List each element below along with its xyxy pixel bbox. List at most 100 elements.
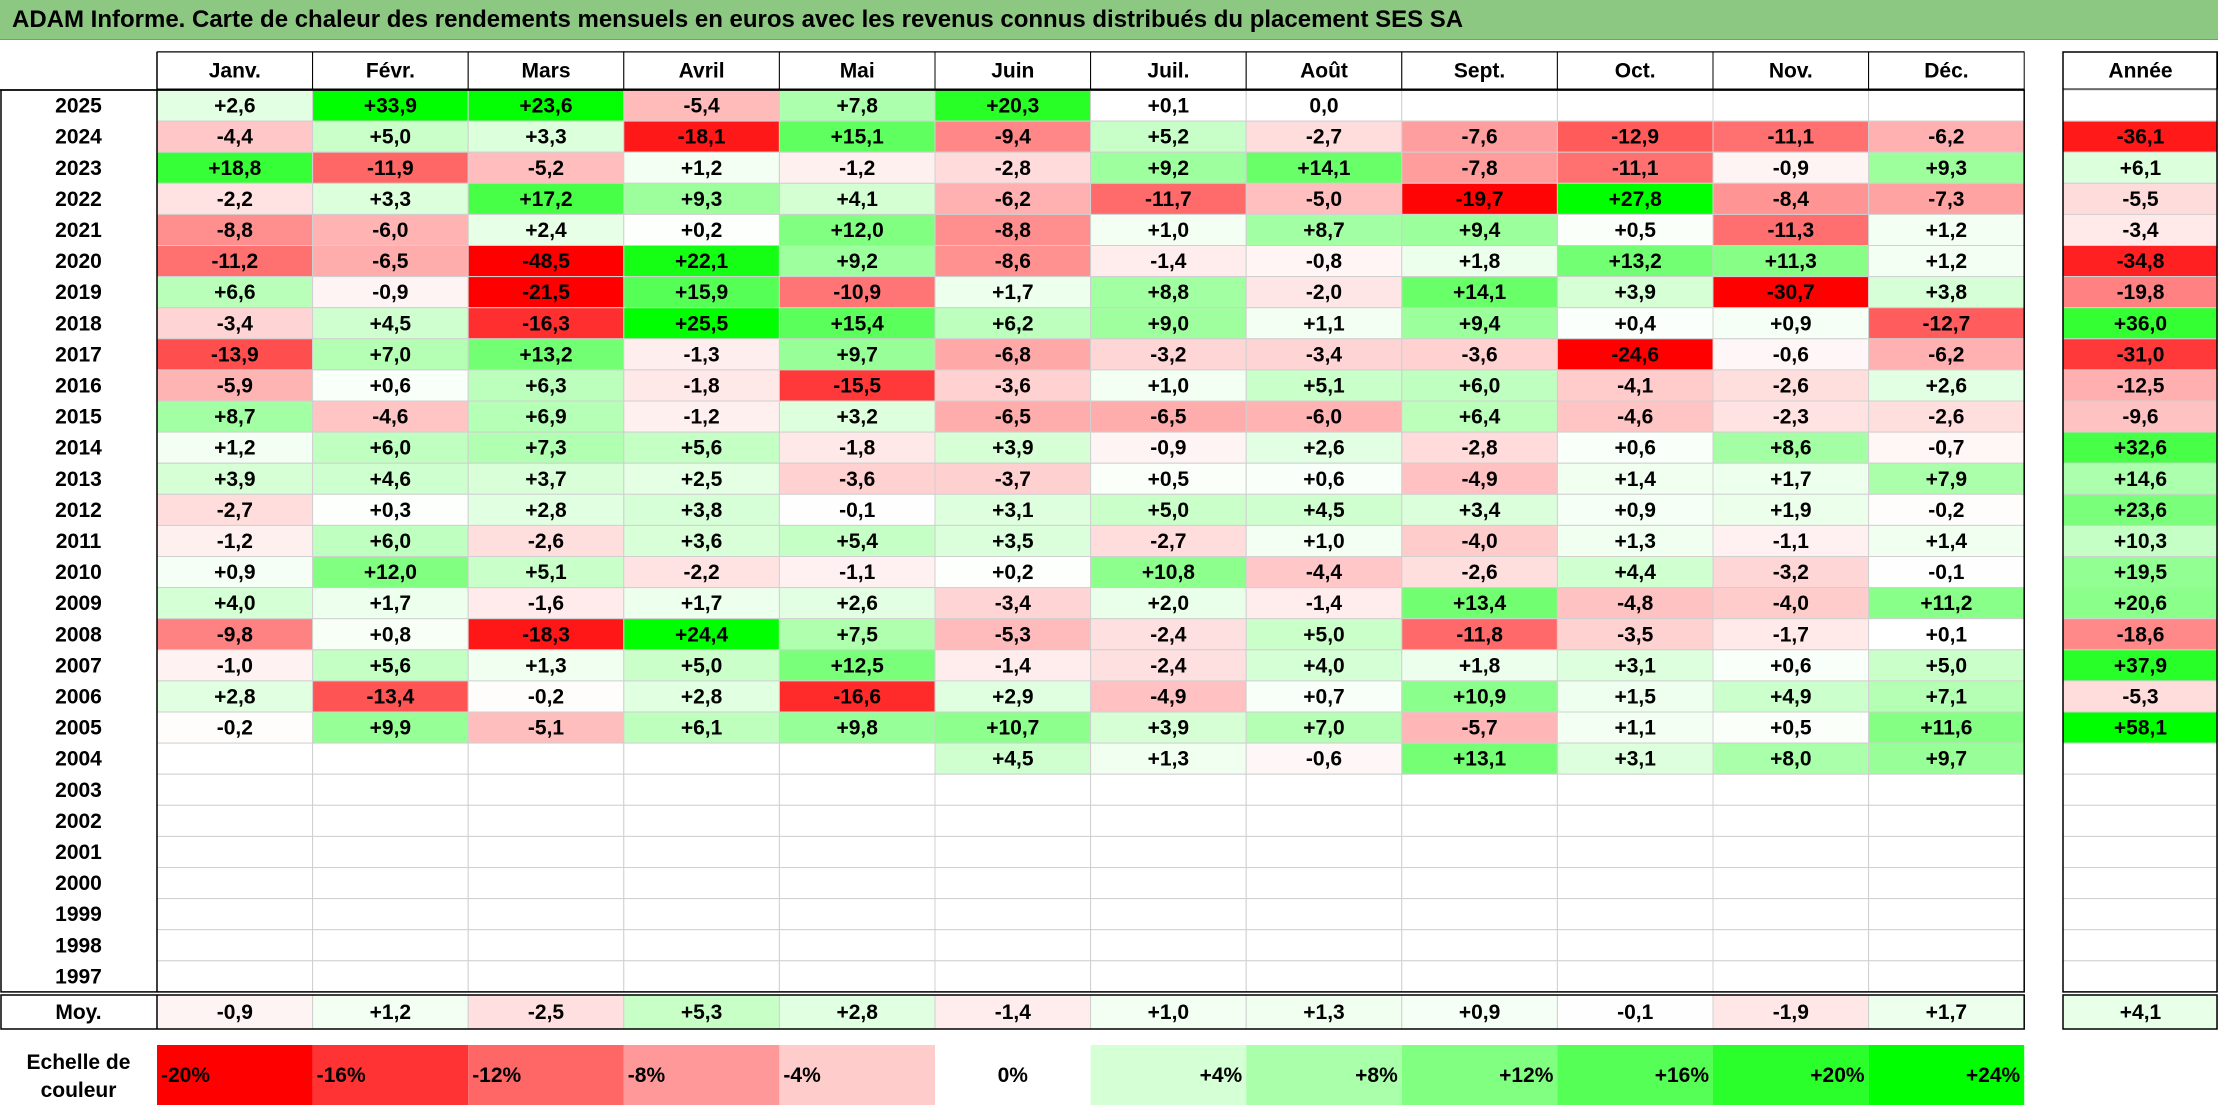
heatmap-cell [1090,276,1247,309]
heatmap-cell-value: -3,4 [1306,343,1343,366]
heatmap-cell [778,182,936,215]
heatmap-cell-value: +7,0 [1303,717,1344,740]
heatmap-cell [934,245,1092,278]
heatmap-cell [312,618,469,651]
heatmap-cell [778,898,936,931]
heatmap-cell [1401,867,1558,900]
heatmap-cell [156,89,314,122]
heatmap-cell-value: +22,1 [675,250,728,273]
heatmap-cell-value: +3,2 [836,406,877,429]
scale-swatch [1401,1045,1558,1105]
heatmap-cell-value: -30,7 [1767,281,1815,304]
annual-cell [2062,742,2218,775]
heatmap-cell [1245,431,1403,464]
year-label: 2023 [55,157,102,180]
heatmap-cell [1245,524,1403,558]
heatmap-cell [467,462,625,495]
heatmap-cell [623,587,780,620]
heatmap-cell [623,867,780,900]
heatmap-cell-value: -2,8 [995,157,1032,180]
heatmap-cell [1556,89,1714,122]
heatmap-cell [1556,773,1714,806]
heatmap-cell [934,680,1092,713]
heatmap-cell-value: +2,6 [1926,374,1967,397]
heatmap-cell-value: +1,0 [1148,219,1189,242]
heatmap-cell [467,89,625,122]
heatmap-cell-value: -18,3 [522,623,570,646]
heatmap-cell [1401,89,1558,122]
heatmap-cell [1556,835,1714,869]
heatmap-cell-value: +25,5 [675,312,728,335]
heatmap-cell-value: +10,9 [1453,685,1506,708]
heatmap-cell [1556,618,1714,651]
heatmap-cell-value: +5,2 [1148,126,1189,149]
year-label: 2025 [55,95,102,118]
heatmap-cell [312,120,469,153]
heatmap-cell [1868,867,2025,900]
heatmap-cell-value: -11,7 [1145,188,1192,211]
heatmap-cell-value: +9,7 [836,343,877,366]
heatmap-cell-value: -1,1 [839,561,876,584]
heatmap-cell [312,960,469,993]
heatmap-cell [934,587,1092,620]
heatmap-cell [778,680,936,713]
heatmap-cell-value: -5,4 [684,95,721,118]
heatmap-cell [1868,960,2025,993]
heatmap-cell-value: -1,1 [1773,530,1810,553]
heatmap-cell [1245,462,1403,495]
heatmap-cell [1401,773,1558,806]
annual-cell [2062,431,2218,464]
scale-label-line2: couleur [41,1079,117,1102]
heatmap-cell [1245,151,1403,184]
heatmap-cell [467,835,625,869]
heatmap-cell [1090,804,1247,837]
year-label: 2003 [55,779,102,802]
annual-cell-value: +19,5 [2114,561,2167,584]
heatmap-cell-value: +1,7 [370,592,411,615]
heatmap-cell [1245,587,1403,620]
year-label: 2009 [55,592,102,615]
heatmap-cell-value: +9,2 [1148,157,1189,180]
heatmap-cell [934,276,1092,309]
heatmap-cell [1868,618,2025,651]
heatmap-cell-value: -4,6 [1617,406,1653,429]
average-row-border [0,994,2025,1030]
heatmap-cell [623,338,780,371]
heatmap-cell-value: +12,0 [831,219,884,242]
heatmap-cell-value: -3,5 [1617,623,1654,646]
heatmap-cell-value: +4,5 [1303,499,1345,522]
annual-cell-value: +37,9 [2114,654,2167,677]
heatmap-cell-value: +6,3 [525,374,566,397]
heatmap-cell-value: -11,1 [1612,157,1659,180]
heatmap-cell-value: +2,0 [1148,592,1189,615]
heatmap-cell-value: +24,4 [675,623,728,646]
heatmap-cell [778,493,936,526]
scale-swatch-label: 0% [998,1064,1029,1087]
heatmap-cell-value: +9,3 [1926,157,1967,180]
heatmap-cell [312,898,469,931]
heatmap-cell-value: -2,7 [1306,126,1342,149]
heatmap-cell-value: +5,6 [370,654,411,677]
heatmap-cell [1868,307,2025,340]
heatmap-cell-value: -2,6 [528,530,564,553]
month-header-label: Août [1300,60,1348,83]
heatmap-cell [1712,960,1870,993]
heatmap-cell-value: +4,0 [214,592,255,615]
heatmap-cell-value: +0,9 [1770,312,1811,335]
heatmap-cell [1401,493,1558,526]
heatmap-cell [1090,711,1247,744]
heatmap-cell [1245,804,1403,837]
heatmap-cell-value: +6,9 [525,406,566,429]
average-cell-value: +1,3 [1303,1001,1344,1024]
heatmap-cell [623,960,780,993]
year-label: 2024 [55,126,102,149]
month-header-cell [1556,51,1714,90]
year-label: 2010 [55,561,102,584]
heatmap-cell [934,369,1092,402]
heatmap-cell-value: +3,9 [992,437,1033,460]
heatmap-cell [778,929,936,962]
heatmap-cell-value: +1,1 [1614,717,1656,740]
heatmap-cell-value: -16,3 [522,312,570,335]
heatmap-cell-value: -6,0 [372,219,408,242]
scale-swatch [1090,1045,1247,1105]
